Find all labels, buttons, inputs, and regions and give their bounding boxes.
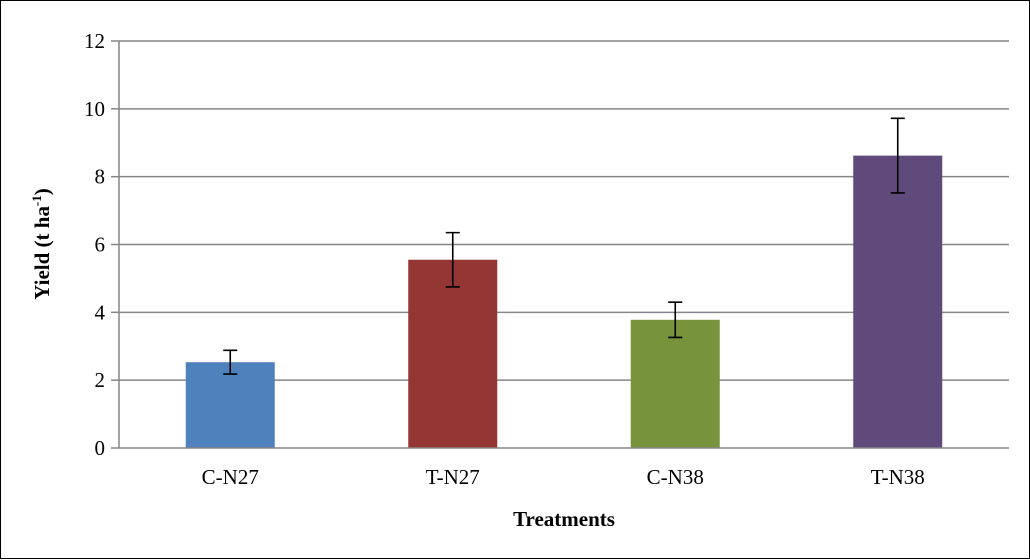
y-axis-title-close: ): [30, 188, 54, 195]
x-tick-label: T-N38: [871, 465, 925, 489]
error-bar-c-n27: [223, 349, 238, 375]
x-axis-title: Treatments: [513, 507, 615, 531]
error-bar-t-n27: [445, 231, 460, 288]
y-tick-label: 0: [95, 436, 106, 460]
y-tick-label: 12: [84, 29, 105, 53]
error-bars: [223, 117, 905, 375]
x-tick-label: T-N27: [426, 465, 480, 489]
bar-c-n27: [185, 362, 275, 448]
x-tick-label: C-N38: [647, 465, 704, 489]
y-axis-title: Yield (t ha-1): [29, 188, 54, 300]
y-tick-label: 2: [95, 368, 106, 392]
bar-c-n38: [630, 319, 720, 448]
error-bar-c-n38: [668, 301, 683, 339]
y-tick-label: 6: [95, 233, 106, 257]
x-tick-label: C-N27: [202, 465, 259, 489]
y-tick-label: 10: [84, 97, 105, 121]
x-axis-ticks: C-N27 T-N27 C-N38 T-N38: [202, 465, 925, 489]
y-tick-label: 8: [95, 165, 106, 189]
y-axis-title-main: Yield (t ha: [30, 206, 54, 300]
bars: [185, 155, 943, 448]
error-bar-t-n38: [890, 117, 905, 194]
y-tick-label: 4: [95, 300, 106, 324]
bar-t-n27: [408, 259, 498, 448]
y-axis-title-superscript: -1: [29, 195, 44, 206]
y-axis-ticks: 0 2 4 6 8 10 12: [84, 29, 119, 460]
bar-t-n38: [853, 155, 943, 448]
